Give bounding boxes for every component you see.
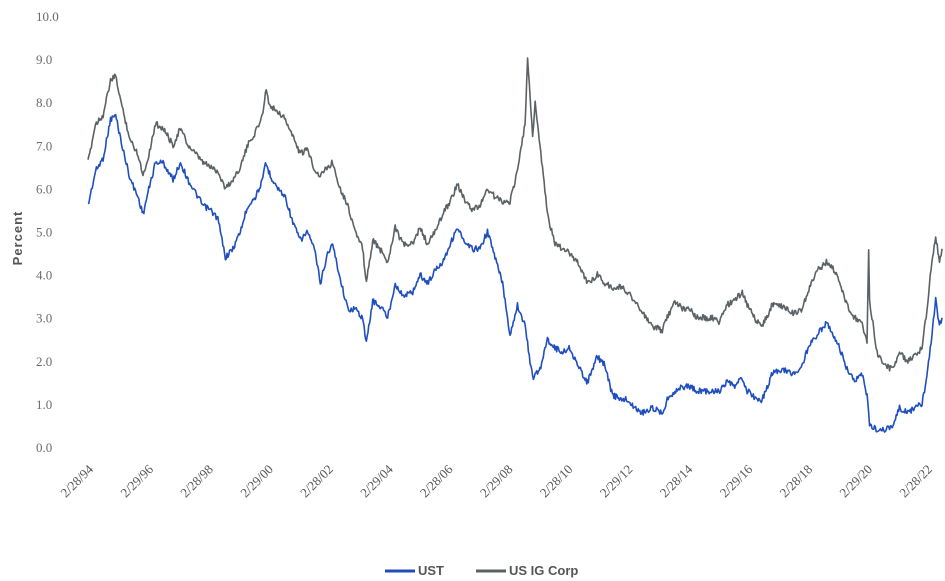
- x-axis-ticks: 2/28/94 2/29/96 2/28/98 2/29/00 2/28/02 2/29/…: [57, 461, 935, 500]
- y-tick-label: 0.0: [36, 440, 52, 455]
- x-tick-label: 2/28/06: [417, 461, 456, 500]
- y-tick-label: 7.0: [36, 138, 52, 153]
- x-tick-label: 2/28/94: [57, 461, 96, 500]
- x-tick-label: 2/29/12: [597, 462, 636, 501]
- series-line-us-ig-corp: [87, 57, 943, 372]
- legend-label-us-ig-corp: US IG Corp: [509, 563, 578, 578]
- legend: UST US IG Corp: [385, 563, 578, 578]
- y-tick-label: 6.0: [36, 181, 52, 196]
- y-tick-label: 8.0: [36, 95, 52, 110]
- y-axis-label: Percent: [10, 211, 25, 266]
- x-tick-label: 2/29/96: [117, 461, 156, 500]
- y-tick-label: 10.0: [36, 9, 59, 24]
- legend-label-ust: UST: [418, 563, 444, 578]
- x-tick-label: 2/28/10: [537, 462, 576, 501]
- x-tick-label: 2/29/20: [836, 462, 875, 501]
- y-tick-label: 5.0: [36, 225, 52, 240]
- y-tick-label: 2.0: [36, 354, 52, 369]
- x-tick-label: 2/28/22: [896, 462, 935, 501]
- series-line-ust: [87, 113, 943, 433]
- y-axis-ticks: 0.0 1.0 2.0 3.0 4.0 5.0 6.0 7.0 8.0 9.0 10.0: [36, 9, 59, 455]
- x-tick-label: 2/28/14: [657, 461, 696, 500]
- x-tick-label: 2/28/02: [297, 462, 336, 501]
- y-tick-label: 3.0: [36, 311, 52, 326]
- x-tick-label: 2/29/00: [237, 462, 276, 501]
- y-tick-label: 9.0: [36, 52, 52, 67]
- x-tick-label: 2/28/18: [777, 462, 816, 501]
- x-tick-label: 2/29/08: [477, 462, 516, 501]
- y-tick-label: 4.0: [36, 268, 52, 283]
- x-tick-label: 2/29/04: [357, 461, 396, 500]
- series-layer: [87, 57, 943, 433]
- y-tick-label: 1.0: [36, 397, 52, 412]
- x-tick-label: 2/29/16: [717, 461, 756, 500]
- x-tick-label: 2/28/98: [177, 462, 216, 501]
